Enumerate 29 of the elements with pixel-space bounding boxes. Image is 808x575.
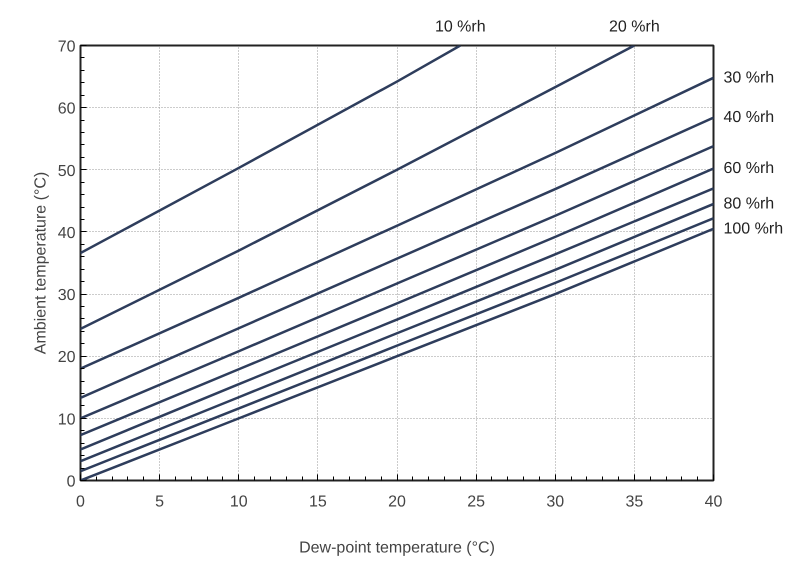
series-label: 100 %rh: [724, 220, 784, 238]
series-label: 40 %rh: [724, 109, 774, 126]
x-tick-label: 35: [625, 494, 644, 510]
series-label: 60 %rh: [724, 160, 774, 178]
series-label: 30 %rh: [724, 69, 774, 86]
series-label: 80 %rh: [724, 195, 774, 212]
y-tick-label: 40: [58, 224, 76, 242]
x-tick-label: 30: [546, 494, 564, 510]
y-tick-label: 20: [58, 349, 76, 366]
x-tick-label: 25: [467, 494, 486, 510]
x-tick-label: 40: [704, 494, 722, 510]
line-series: [80, 46, 636, 330]
line-series: [80, 116, 714, 400]
y-tick-label: 10: [58, 411, 76, 428]
x-tick-label: 5: [155, 494, 164, 510]
x-tick-label: 15: [308, 494, 327, 510]
series-label: 10 %rh: [434, 18, 486, 36]
y-tick-label: 50: [58, 162, 76, 180]
line-series: [80, 76, 714, 370]
series-label: 20 %rh: [609, 18, 660, 36]
line-series: [80, 46, 462, 254]
y-tick-label: 70: [58, 38, 76, 56]
x-axis-title: Dew-point temperature (°C): [299, 540, 495, 556]
y-tick-label: 0: [66, 474, 76, 490]
y-tick-label: 30: [58, 287, 76, 304]
y-tick-label: 60: [58, 100, 76, 118]
x-tick-label: 10: [230, 494, 248, 510]
y-axis-title: Ambient temperature (°C): [32, 172, 50, 354]
x-tick-label: 20: [388, 494, 406, 510]
